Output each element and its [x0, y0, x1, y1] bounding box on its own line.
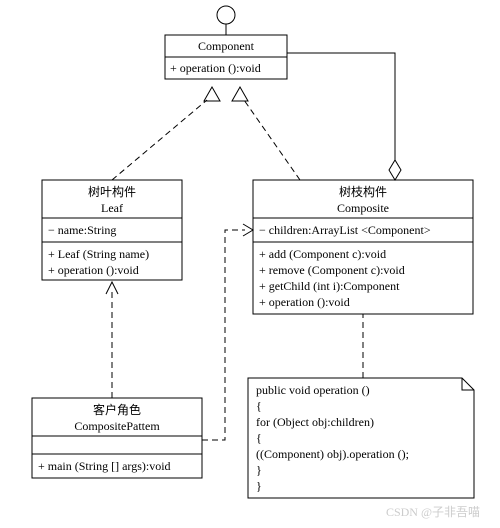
component-class: Component + operation ():void	[165, 35, 287, 79]
client-title-cn: 客户角色	[93, 402, 141, 417]
leaf-attr: − name:String	[48, 223, 116, 237]
component-op: + operation ():void	[170, 61, 261, 75]
client-class: 客户角色 CompositePattem + main (String [] a…	[32, 398, 202, 478]
dependency-client-composite	[202, 230, 245, 440]
composite-m2: + remove (Component c):void	[259, 263, 405, 277]
interface-circle	[217, 6, 235, 24]
composite-m4: + operation ():void	[259, 295, 350, 309]
note-l1: public void operation ()	[256, 383, 370, 397]
realization-arrow-leaf	[204, 87, 220, 101]
aggregation-diamond	[389, 160, 401, 180]
realization-line-leaf	[112, 100, 207, 180]
note: public void operation () { for (Object o…	[248, 378, 474, 498]
note-l3: for (Object obj:children)	[256, 415, 374, 429]
note-l7: }	[256, 479, 262, 493]
realization-line-composite	[244, 100, 300, 180]
leaf-m1: + Leaf (String name)	[48, 247, 149, 261]
composite-m1: + add (Component c):void	[259, 247, 386, 261]
note-l5: ((Component) obj).operation ();	[256, 447, 409, 461]
leaf-title-cn: 树叶构件	[88, 184, 136, 199]
uml-diagram: Component + operation ():void 树叶构件 Leaf …	[0, 0, 500, 528]
client-m1: + main (String [] args):void	[38, 459, 171, 473]
leaf-title-en: Leaf	[101, 201, 123, 215]
leaf-class: 树叶构件 Leaf − name:String + Leaf (String n…	[42, 180, 182, 280]
component-title: Component	[198, 39, 255, 53]
watermark: CSDN @子非吾喵	[386, 505, 480, 519]
composite-m3: + getChild (int i):Component	[259, 279, 400, 293]
realization-arrow-composite	[232, 87, 248, 101]
composite-class: 树枝构件 Composite − children:ArrayList <Com…	[253, 180, 473, 314]
leaf-m2: + operation ():void	[48, 263, 139, 277]
composite-attr: − children:ArrayList <Component>	[259, 223, 431, 237]
note-l6: }	[256, 463, 262, 477]
composite-title-cn: 树枝构件	[339, 184, 387, 199]
composite-title-en: Composite	[337, 201, 389, 215]
aggregation-line	[287, 53, 395, 168]
client-title-en: CompositePattem	[74, 419, 160, 433]
note-l4: {	[256, 431, 262, 445]
note-l2: {	[256, 399, 262, 413]
